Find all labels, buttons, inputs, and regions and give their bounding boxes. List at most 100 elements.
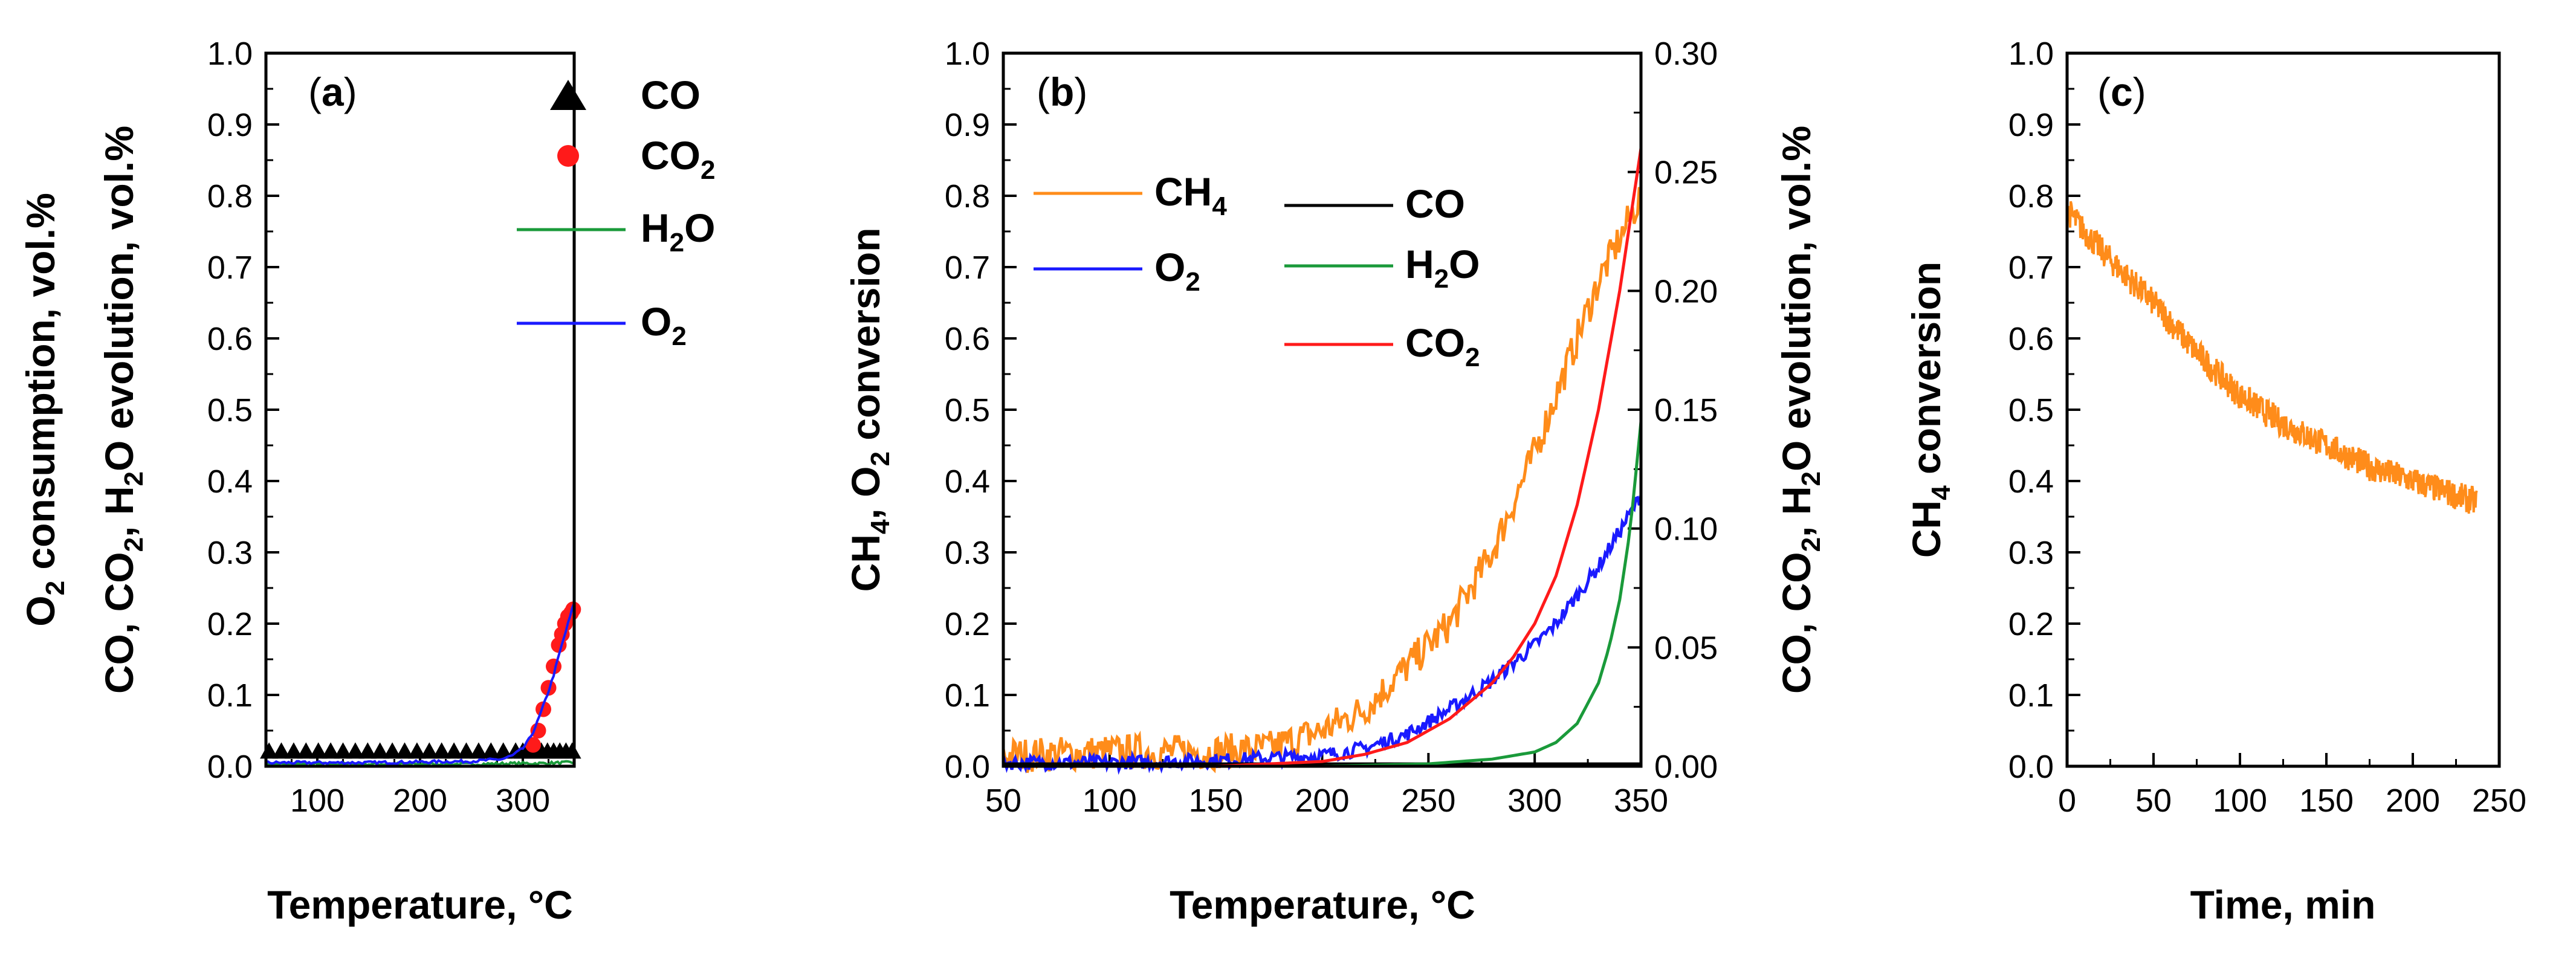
panel-a-ytick-label: 0.8 — [207, 178, 253, 215]
panel-a-plot: 100 200 300 0.0 0.1 0.2 0.3 0.4 0.5 0.6 0.7 0.8 0.9 1… — [18, 36, 716, 927]
panel-a-point-CO — [284, 742, 303, 759]
panel-b-legend-label-H2O: H2O — [1405, 242, 1480, 294]
panel-a-point-CO — [420, 742, 439, 759]
panel-a-point-CO — [346, 742, 364, 759]
panel-a-ytick-label: 0.9 — [207, 107, 253, 143]
panel-a-xtick-label: 200 — [393, 783, 447, 819]
panel-a-point-CO — [297, 742, 316, 759]
panel-b-right-ytick-label: 0.30 — [1654, 36, 1718, 72]
panel-a-point-CO — [395, 742, 414, 759]
panel-b-ytick-label: 0.9 — [945, 107, 990, 143]
panel-a-legend-label-H2O: H2O — [641, 205, 716, 257]
panel-b-ytick-label: 0.2 — [945, 606, 990, 642]
panel-b-label: (b) — [1037, 69, 1087, 114]
panel-a-point-CO — [407, 742, 426, 759]
panel-a-xlabel: Temperature, °C — [267, 882, 573, 927]
panel-b-xtick-label: 250 — [1401, 783, 1455, 819]
panel-a-ytick-label: 1.0 — [207, 36, 253, 72]
panel-b-legend-label-CH4: CH4 — [1154, 169, 1227, 221]
panel-c-xtick-label: 0 — [2058, 783, 2076, 819]
panel-c-frame — [2065, 51, 2501, 768]
panel-b-right-ytick-label: 0.15 — [1654, 392, 1718, 428]
panel-b-series-H2O — [1003, 421, 1643, 768]
panel-a-point-CO — [383, 742, 402, 759]
panel-c-ytick-label: 0.6 — [2008, 321, 2054, 357]
panel-c-series-CH4 — [2066, 201, 2478, 514]
panel-a-ylabel-line2: CO, CO2, H2O evolution, vol.% — [97, 126, 149, 694]
panel-c-ytick-label: 0.5 — [2008, 392, 2054, 428]
panel-a-ytick-label: 0.5 — [207, 392, 253, 428]
panel-b-right-ytick-label: 0.10 — [1654, 511, 1718, 547]
panel-b-right-ytick-label: 0.05 — [1654, 630, 1718, 666]
panel-a-point-CO — [371, 742, 389, 759]
panel-a-point-CO — [494, 742, 513, 759]
panel-a-point-CO2 — [525, 737, 541, 753]
panel-c-xtick-label: 50 — [2135, 783, 2172, 819]
panel-b-xtick-label: 150 — [1189, 783, 1243, 819]
panel-a-legend-marker-CO2 — [557, 145, 579, 167]
panel-a-legend-label-CO2: CO2 — [641, 133, 715, 185]
panel-a-point-CO — [272, 742, 291, 759]
panel-b-frame — [1002, 51, 1643, 768]
panel-b-ylabel-left: CH4, O2 conversion — [843, 228, 895, 592]
panel-a-point-CO — [457, 742, 476, 759]
panel-a-point-CO — [563, 742, 581, 759]
panel-b-xtick-label: 350 — [1614, 783, 1668, 819]
panel-a-point-CO — [432, 742, 451, 759]
panel-b-ytick-label: 0.7 — [945, 250, 990, 286]
panel-c-ytick-label: 0.9 — [2008, 107, 2054, 143]
panel-a-point-CO — [309, 742, 328, 759]
panel-b-ytick-label: 0.5 — [945, 392, 990, 428]
panel-a-ytick-label: 0.4 — [207, 463, 253, 500]
panel-c-xtick-label: 150 — [2299, 783, 2354, 819]
panel-a-ytick-label: 0.2 — [207, 606, 253, 642]
panel-b-legend-label-CO: CO — [1405, 181, 1465, 226]
panel-a-legend-label-CO: CO — [641, 73, 701, 117]
panel-c-ytick-label: 0.4 — [2008, 463, 2054, 500]
panel-a-ytick-label: 0.0 — [207, 749, 253, 785]
panel-a-frame — [264, 51, 576, 768]
panel-b-xtick-label: 100 — [1083, 783, 1137, 819]
panel-b-xtick-label: 200 — [1295, 783, 1349, 819]
panel-a-point-CO — [482, 742, 500, 759]
panel-a-xtick-label: 300 — [496, 783, 550, 819]
panel-c-plot: 0 50 100 150 200 250 0.0 0.1 0.2 0.3 0.4 0.5 0.6 0.7 0… — [1904, 36, 2526, 927]
panel-a-point-CO — [322, 742, 340, 759]
panel-b-series-CO2 — [1003, 147, 1643, 768]
panel-b-right-ytick-label: 0.20 — [1654, 273, 1718, 309]
panel-c-ylabel: CH4 conversion — [1904, 262, 1956, 558]
panel-b-ytick-label: 0.3 — [945, 535, 990, 571]
panel-b-xlabel: Temperature, °C — [1170, 882, 1475, 927]
panel-c-ytick-label: 0.0 — [2008, 749, 2054, 785]
panel-c-xtick-label: 200 — [2386, 783, 2440, 819]
panel-b-ytick-label: 0.0 — [945, 749, 990, 785]
panel-a-label: (a) — [308, 69, 357, 114]
panel-b-ytick-label: 0.4 — [945, 463, 990, 500]
panel-b-ytick-label: 1.0 — [945, 36, 990, 72]
panel-b-series-CH4 — [1002, 187, 1643, 774]
panel-a-ytick-label: 0.1 — [207, 677, 253, 714]
panel-a-point-CO — [358, 742, 377, 759]
panel-a-point-CO — [445, 742, 464, 759]
panel-a-legend-label-O2: O2 — [641, 299, 687, 351]
panel-c-ytick-label: 0.2 — [2008, 606, 2054, 642]
panel-a-point-CO — [469, 742, 488, 759]
panel-b-plot: 50 100 150 200 250 300 350 0.0 0.1 0.2 0.3 0.4 0.5 0.… — [843, 36, 1826, 927]
panel-b-xtick-label: 300 — [1507, 783, 1562, 819]
panel-c-ytick-label: 0.7 — [2008, 250, 2054, 286]
panel-c-ytick-label: 0.1 — [2008, 677, 2054, 714]
panel-a-ytick-label: 0.6 — [207, 321, 253, 357]
panel-b-right-ytick-label: 0.25 — [1654, 155, 1718, 191]
panel-c-ytick-label: 0.3 — [2008, 535, 2054, 571]
panel-a-point-CO2 — [540, 680, 557, 696]
panel-c-xlabel: Time, min — [2190, 882, 2376, 927]
panel-c-ytick-label: 1.0 — [2008, 36, 2054, 72]
panel-b-xtick-label: 50 — [985, 783, 1021, 819]
panel-b-legend-label-CO2: CO2 — [1405, 320, 1480, 372]
panel-b-ytick-label: 0.8 — [945, 178, 990, 215]
panel-c-ytick-label: 0.8 — [2008, 178, 2054, 215]
panel-a-ylabel-line1: O2 consumption, vol.% — [18, 193, 70, 627]
panel-b-ytick-label: 0.6 — [945, 321, 990, 357]
panel-b-ytick-label: 0.1 — [945, 677, 990, 714]
